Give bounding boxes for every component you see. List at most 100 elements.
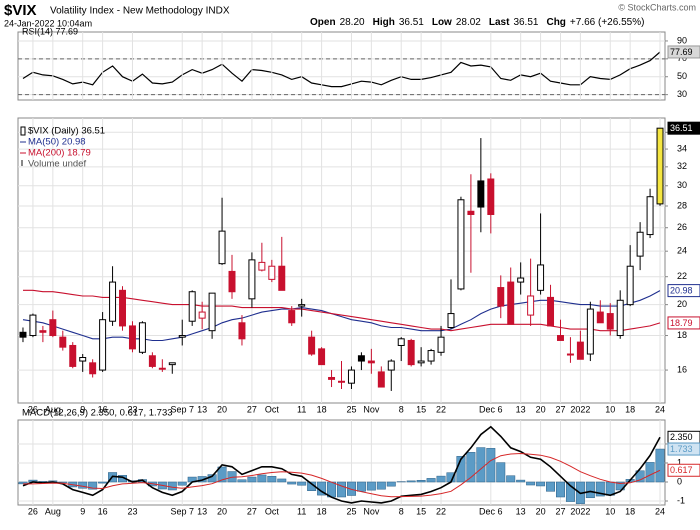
- histogram-bar: [78, 481, 88, 489]
- candle-body: [178, 335, 186, 338]
- candle-body: [646, 196, 654, 236]
- histogram-bar: [476, 447, 486, 483]
- candle-body: [318, 348, 326, 366]
- candle-body: [168, 362, 176, 366]
- candle-body: [377, 371, 385, 388]
- x-tick-label: 13: [197, 404, 207, 414]
- histogram-bar: [38, 481, 48, 483]
- candle-body: [417, 360, 425, 364]
- x-tick-label: 8: [399, 506, 404, 516]
- y-tick-label: 32: [677, 161, 687, 171]
- histogram-bar: [436, 475, 446, 483]
- x-tick-label: 11: [297, 506, 306, 516]
- y-tick-label: 1: [677, 457, 682, 467]
- x-tick-label: 24: [655, 506, 665, 516]
- last-value-box: [667, 284, 700, 298]
- x-tick-label: Aug: [45, 404, 61, 414]
- y-tick-label: 90: [677, 35, 687, 45]
- x-tick-label: Nov: [363, 404, 380, 414]
- y-tick-label: 18: [677, 330, 687, 340]
- candle-body: [626, 265, 634, 306]
- x-tick-label: Nov: [363, 506, 380, 516]
- x-tick-label: 16: [98, 404, 108, 414]
- legend-entry: MA(50) 20.98: [28, 137, 86, 148]
- candle-body: [517, 277, 525, 283]
- quote-value: 28.02: [456, 17, 481, 28]
- histogram-bar: [496, 462, 506, 483]
- x-tick-label: 18: [317, 404, 327, 414]
- last-value-box: [667, 463, 700, 477]
- y-tick-label: 34: [677, 143, 687, 153]
- candle-body: [507, 281, 515, 325]
- x-tick-label: Dec 6: [479, 506, 503, 516]
- histogram-bar: [98, 481, 108, 484]
- security-name: Volatility Index - New Methodology INDX: [50, 6, 230, 17]
- x-tick-label: 2022: [570, 506, 590, 516]
- candle-body: [656, 127, 664, 205]
- quote-label: Chg: [546, 17, 565, 28]
- histogram-bar: [386, 481, 396, 487]
- candle-body: [138, 322, 146, 353]
- x-tick-label: 18: [317, 506, 327, 516]
- last-value-box: [667, 121, 700, 135]
- histogram-bar: [426, 478, 436, 483]
- histogram-bar: [536, 481, 546, 487]
- histogram-bar: [237, 479, 247, 483]
- candle-body: [387, 360, 395, 371]
- candle-body: [89, 362, 97, 375]
- series-line: [22, 51, 661, 88]
- x-tick-label: Sep 7: [170, 404, 194, 414]
- candle-body: [338, 380, 345, 383]
- x-tick-label: Oct: [265, 506, 280, 516]
- candle-body: [457, 199, 465, 290]
- x-tick-label: 18: [625, 506, 635, 516]
- x-tick-label: 27: [247, 404, 257, 414]
- histogram-bar: [247, 476, 257, 483]
- legend-entry: MA(200) 18.79: [28, 148, 91, 159]
- candle-body: [228, 270, 236, 293]
- candle-body: [606, 313, 614, 330]
- x-tick-label: Aug: [45, 506, 61, 516]
- quote-label: High: [373, 17, 395, 28]
- candle-body: [427, 350, 435, 362]
- last-value-label: 1.733: [670, 444, 693, 454]
- x-tick-label: 26: [28, 404, 38, 414]
- candle-body: [586, 308, 594, 355]
- quote-line: Open 28.20 High 36.51 Low 28.02 Last 36.51 Chg +7…: [310, 17, 644, 28]
- last-value-label: 18.79: [670, 318, 693, 328]
- histogram-bar: [416, 480, 426, 483]
- candle-body: [79, 357, 87, 362]
- y-tick-label: 22: [677, 271, 687, 281]
- y-tick-label: 28: [677, 200, 687, 210]
- series-line: [23, 452, 661, 498]
- x-tick-label: 25: [346, 404, 356, 414]
- candle-body: [497, 287, 505, 307]
- x-tick-label: 13: [197, 506, 207, 516]
- candle-body: [477, 180, 485, 208]
- x-tick-label: 22: [436, 506, 446, 516]
- candle-body: [437, 336, 445, 353]
- candle-body: [59, 336, 67, 348]
- legend-entry: $VIX (Daily) 36.51: [28, 126, 105, 137]
- histogram-bar: [346, 481, 356, 496]
- histogram-bar: [605, 481, 615, 496]
- histogram-bar: [376, 481, 386, 490]
- x-tick-label: 20: [536, 404, 546, 414]
- panel-title: RSI(14) 77.69: [22, 26, 78, 36]
- x-tick-label: 23: [127, 404, 137, 414]
- y-tick-label: -1: [677, 495, 685, 505]
- candle-body: [148, 355, 156, 367]
- candle-body: [218, 230, 226, 265]
- x-tick-label: 20: [217, 506, 227, 516]
- quote-label: Open: [310, 17, 336, 28]
- histogram-bar: [18, 481, 28, 485]
- y-tick-label: 26: [677, 222, 687, 232]
- x-tick-label: 26: [28, 506, 38, 516]
- x-tick-label: 20: [217, 404, 227, 414]
- last-value-box: [667, 442, 700, 456]
- legend-icon: [20, 126, 26, 136]
- candle-body: [487, 178, 495, 215]
- candle-body: [298, 304, 306, 307]
- quote-value: 28.20: [340, 17, 365, 28]
- candle-body: [128, 325, 136, 350]
